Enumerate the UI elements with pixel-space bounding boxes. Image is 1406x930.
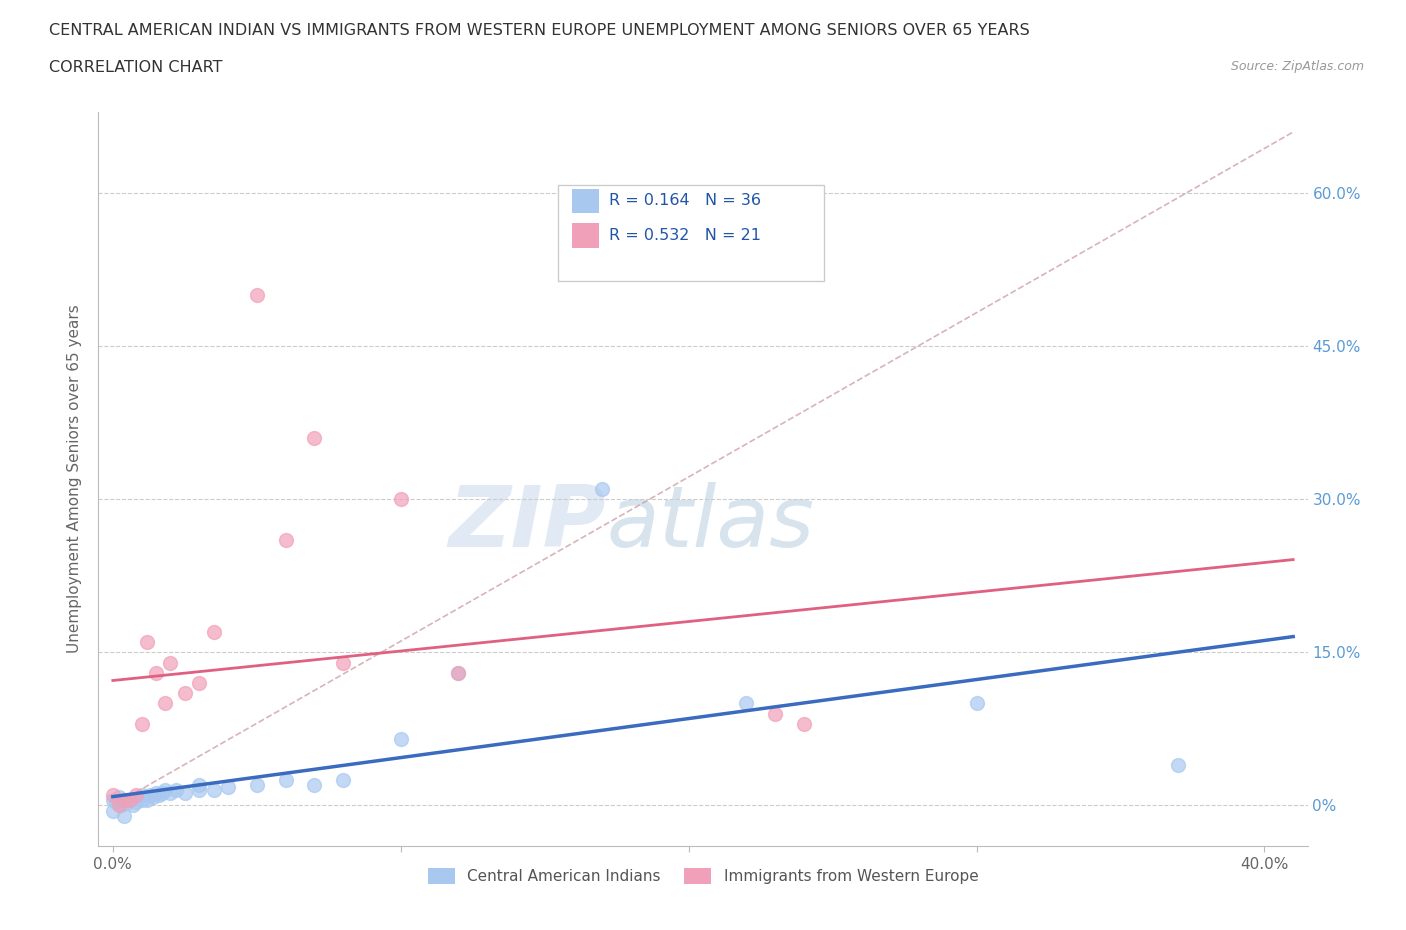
Point xyxy=(188,777,211,792)
Point xyxy=(447,665,470,680)
Point xyxy=(274,773,297,788)
Point xyxy=(304,777,326,792)
Point xyxy=(122,798,145,813)
Text: CORRELATION CHART: CORRELATION CHART xyxy=(49,60,222,75)
Point xyxy=(120,793,142,808)
Point xyxy=(202,783,225,798)
Point xyxy=(591,482,613,497)
FancyBboxPatch shape xyxy=(572,223,599,247)
Point xyxy=(131,788,153,803)
Point xyxy=(107,790,129,804)
Text: ZIP: ZIP xyxy=(449,482,606,565)
Point xyxy=(112,793,135,808)
Point xyxy=(763,706,786,721)
Y-axis label: Unemployment Among Seniors over 65 years: Unemployment Among Seniors over 65 years xyxy=(67,305,83,653)
Point xyxy=(139,788,162,803)
FancyBboxPatch shape xyxy=(572,189,599,213)
Point xyxy=(115,796,138,811)
Point xyxy=(110,798,132,813)
Point xyxy=(125,788,148,803)
Text: R = 0.532   N = 21: R = 0.532 N = 21 xyxy=(609,228,761,243)
Point xyxy=(104,795,127,810)
Point xyxy=(125,795,148,810)
Point xyxy=(332,656,354,671)
Point xyxy=(173,786,195,801)
Point xyxy=(142,790,165,804)
Point xyxy=(165,783,187,798)
Text: CENTRAL AMERICAN INDIAN VS IMMIGRANTS FROM WESTERN EUROPE UNEMPLOYMENT AMONG SEN: CENTRAL AMERICAN INDIAN VS IMMIGRANTS FR… xyxy=(49,23,1031,38)
Point xyxy=(101,793,124,808)
Point xyxy=(120,793,142,808)
Point xyxy=(112,808,135,823)
Point xyxy=(131,793,153,808)
Point xyxy=(966,696,988,711)
Point xyxy=(447,665,470,680)
Point xyxy=(148,788,170,803)
Point xyxy=(153,696,176,711)
Point xyxy=(217,779,239,794)
Point xyxy=(136,635,159,650)
Point xyxy=(145,665,167,680)
Point xyxy=(793,716,815,731)
Point xyxy=(136,793,159,808)
Point xyxy=(735,696,758,711)
Point xyxy=(389,732,412,747)
Point xyxy=(188,675,211,690)
Text: atlas: atlas xyxy=(606,482,814,565)
Point xyxy=(1167,757,1189,772)
Point xyxy=(131,716,153,731)
Point xyxy=(188,783,211,798)
Point xyxy=(159,656,181,671)
Point xyxy=(145,786,167,801)
Point xyxy=(159,786,181,801)
Point xyxy=(246,777,269,792)
Point xyxy=(304,431,326,445)
Point xyxy=(107,798,129,813)
Point xyxy=(389,492,412,507)
Point xyxy=(150,786,173,801)
FancyBboxPatch shape xyxy=(558,185,824,281)
Point xyxy=(332,773,354,788)
Point xyxy=(246,288,269,303)
Text: Source: ZipAtlas.com: Source: ZipAtlas.com xyxy=(1230,60,1364,73)
Point xyxy=(101,804,124,818)
Legend: Central American Indians, Immigrants from Western Europe: Central American Indians, Immigrants fro… xyxy=(422,862,984,890)
Point xyxy=(274,533,297,548)
Text: R = 0.164   N = 36: R = 0.164 N = 36 xyxy=(609,193,761,208)
Point xyxy=(202,625,225,640)
Point xyxy=(173,685,195,700)
Point xyxy=(101,788,124,803)
Point xyxy=(153,783,176,798)
